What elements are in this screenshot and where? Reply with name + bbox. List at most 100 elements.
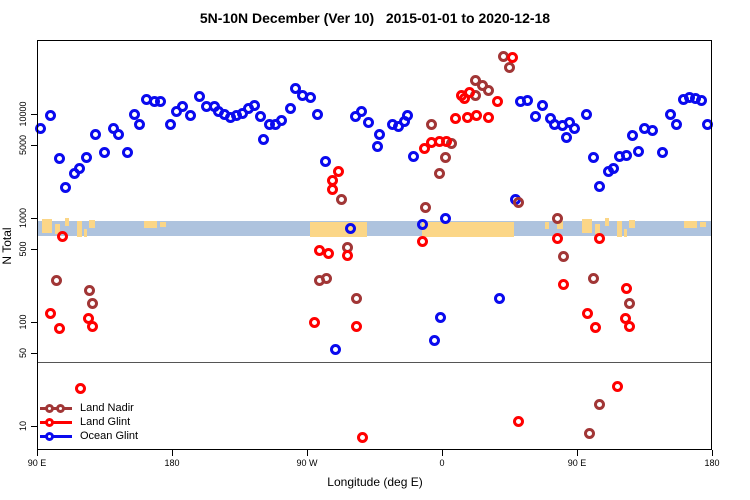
y-axis-title: N Total (0, 227, 14, 265)
point-land-glint (350, 321, 362, 333)
point-ocean-glint (258, 133, 270, 145)
point-ocean-glint (89, 129, 101, 141)
point-ocean-glint (536, 100, 548, 112)
y-tick-label: 5000 (18, 134, 28, 156)
point-ocean-glint (34, 122, 46, 134)
point-ocean-glint (164, 118, 176, 130)
point-ocean-glint (44, 110, 56, 122)
x-axis-tick (37, 450, 38, 456)
x-axis-tick (307, 450, 308, 456)
map-band-land-patch (595, 224, 600, 234)
y-axis-tick (31, 353, 37, 354)
threshold-line (37, 362, 712, 363)
point-ocean-glint (59, 182, 71, 194)
legend: Land Nadir Land Glint Ocean Glint (40, 401, 138, 443)
y-tick-label: 10000 (18, 101, 28, 127)
legend-label-land-glint: Land Glint (80, 416, 131, 428)
map-band-land-patch (77, 221, 82, 237)
point-ocean-glint (254, 111, 266, 123)
x-tick-label: 90 E (27, 458, 47, 468)
y-axis-tick (31, 114, 37, 115)
point-ocean-glint (657, 146, 669, 158)
point-ocean-glint (416, 219, 428, 231)
land-nadir-marker-icon (40, 403, 76, 414)
point-ocean-glint (620, 149, 632, 161)
point-land-glint (470, 110, 482, 122)
point-land-nadir (552, 213, 564, 225)
land-glint-marker-icon (40, 417, 76, 428)
point-ocean-glint (363, 117, 375, 129)
point-land-glint (417, 236, 429, 248)
map-band-land-patch (683, 221, 697, 228)
point-land-glint (342, 249, 354, 261)
x-tick-label: 90 E (567, 458, 587, 468)
point-ocean-glint (632, 145, 644, 157)
point-land-nadir (594, 399, 606, 411)
point-land-glint (449, 113, 461, 125)
point-land-glint (620, 282, 632, 294)
point-ocean-glint (133, 118, 145, 130)
point-land-glint (44, 308, 56, 320)
map-band-land-patch (83, 229, 87, 237)
map-band-ocean (37, 221, 712, 236)
point-land-nadir (439, 152, 451, 164)
legend-item-land-glint: Land Glint (40, 415, 138, 429)
point-land-nadir (587, 273, 599, 285)
map-band-land-patch (89, 220, 96, 228)
point-land-glint (440, 136, 452, 148)
point-land-glint (56, 231, 68, 243)
point-ocean-glint (184, 110, 196, 122)
point-ocean-glint (439, 213, 451, 225)
ocean-glint-marker-icon (40, 431, 76, 442)
point-ocean-glint (81, 152, 93, 164)
map-band-land-patch (581, 219, 592, 233)
point-ocean-glint (560, 131, 572, 143)
y-axis-tick (31, 145, 37, 146)
point-ocean-glint (580, 108, 592, 120)
point-ocean-glint (594, 181, 606, 193)
point-land-glint (418, 142, 430, 154)
map-band-land-patch (422, 222, 514, 237)
point-land-glint (86, 321, 98, 333)
map-band-land-patch (41, 219, 52, 233)
point-ocean-glint (289, 83, 301, 95)
point-land-glint (594, 232, 606, 244)
point-ocean-glint (626, 130, 638, 142)
point-ocean-glint (193, 91, 205, 103)
legend-label-ocean-glint: Ocean Glint (80, 430, 139, 442)
point-ocean-glint (607, 162, 619, 174)
point-ocean-glint (392, 121, 404, 133)
y-tick-label: 500 (18, 241, 28, 257)
point-land-glint (558, 278, 570, 290)
point-land-glint (491, 96, 503, 108)
x-axis-tick (442, 450, 443, 456)
point-ocean-glint (319, 155, 331, 167)
point-land-glint (74, 382, 86, 394)
point-land-glint (327, 183, 339, 195)
map-band-land-patch (160, 222, 166, 227)
map-band-land-patch (629, 220, 636, 228)
x-axis-title: Longitude (deg E) (327, 475, 423, 489)
point-land-nadir (86, 298, 98, 310)
point-ocean-glint (344, 223, 356, 235)
point-ocean-glint (128, 108, 140, 120)
point-land-nadir (50, 275, 62, 287)
map-band-land-patch (605, 218, 609, 226)
map-band-land-patch (700, 222, 706, 227)
point-land-glint (582, 308, 594, 320)
x-tick-label: 180 (164, 458, 180, 468)
point-ocean-glint (371, 140, 383, 152)
point-land-nadir (419, 202, 431, 214)
point-ocean-glint (121, 146, 133, 158)
point-land-nadir (583, 428, 595, 440)
point-ocean-glint (311, 108, 323, 120)
point-land-glint (333, 165, 345, 177)
point-ocean-glint (177, 101, 189, 113)
point-ocean-glint (355, 106, 367, 118)
point-ocean-glint (588, 152, 600, 164)
point-ocean-glint (522, 95, 534, 107)
point-land-glint (513, 416, 525, 428)
point-ocean-glint (408, 151, 420, 163)
